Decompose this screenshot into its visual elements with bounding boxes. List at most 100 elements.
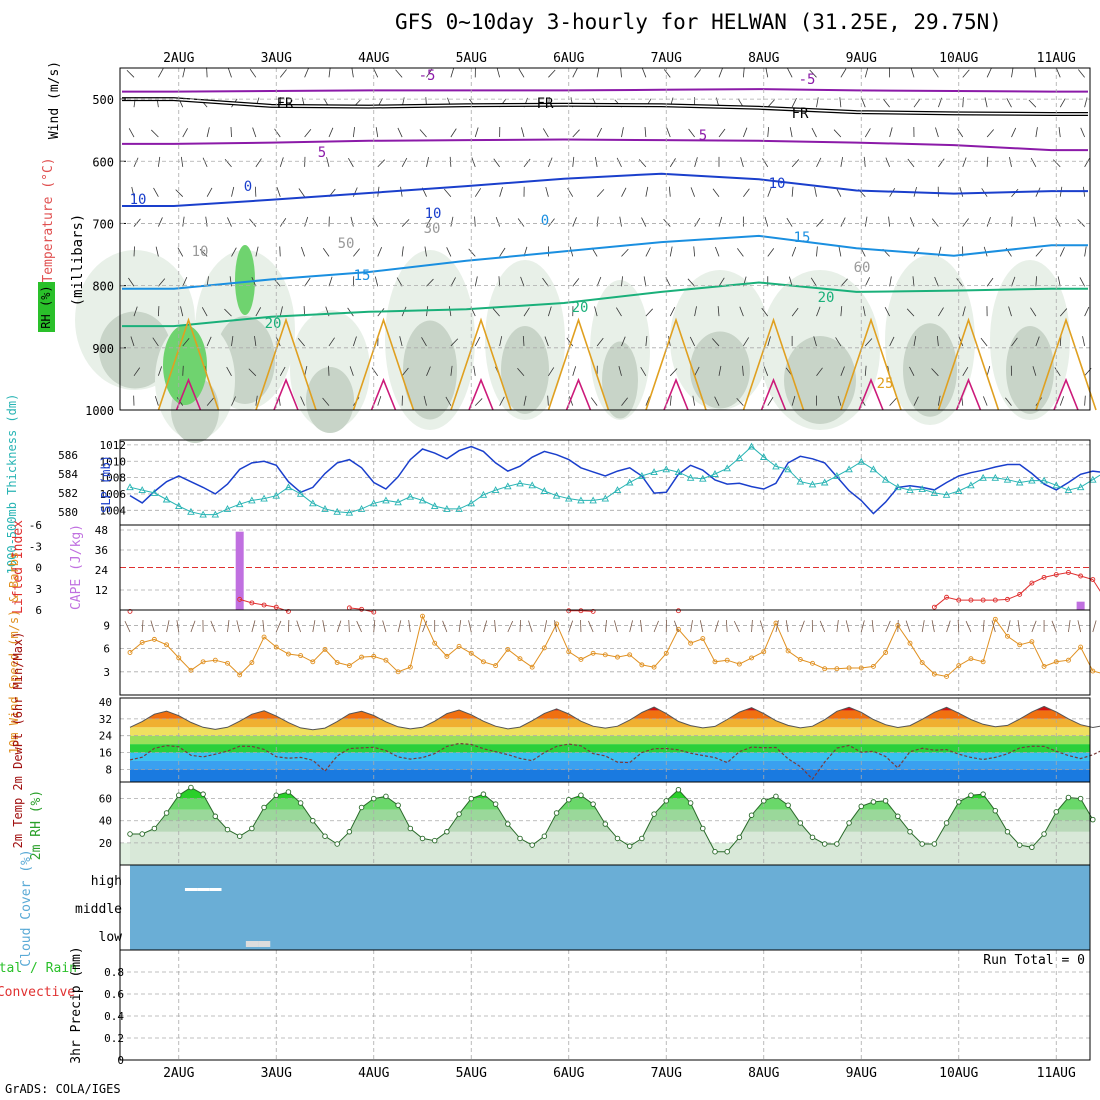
wind-barb [450,365,453,376]
wind-barb [692,395,696,406]
wind-barb [984,97,988,108]
rh2m-point [773,793,779,800]
rh2m-point [285,789,292,795]
wind-barb [231,247,237,257]
wind-barb [229,276,232,287]
contour-label: 10 [425,206,442,222]
wind10-point [1065,657,1071,663]
li-point [249,600,255,606]
wind10-point [907,640,913,646]
chart-title: GFS 0~10day 3-hourly for HELWAN (31.25E,… [395,10,1002,34]
wind10-point [944,674,950,679]
wind-barb [322,397,330,406]
li-tick-label: 6 [35,604,42,617]
wind-barb [1078,69,1085,78]
wind-barb [372,217,379,227]
pressure-tick-label: 1000 [85,404,114,418]
wind10-barb [799,620,805,633]
wind-barb [641,67,647,78]
wind-barb [401,157,408,168]
contour-label: 0 [244,179,252,195]
wind-barb [596,276,602,287]
thickness-point [540,487,549,494]
wind10-point [566,649,572,655]
wind-barb [542,128,549,138]
li-tick-label: 0 [35,562,42,575]
date-label-bottom: 10AUG [939,1066,978,1081]
wind-barb [1079,277,1085,287]
isotherm-30 [565,377,592,411]
thickness-point [942,490,951,498]
wind-barb [499,396,505,406]
wind-barb [377,396,382,406]
wind-barb [864,277,870,287]
thickness-point [187,507,195,515]
wind10-barb [733,620,740,633]
wind-barb [205,216,208,227]
credit-label: GrADS: COLA/IGES [5,1082,121,1096]
wind-barb [663,69,671,78]
wind-barb [353,187,358,197]
thickness-point [430,502,439,510]
wind-barb [694,69,701,78]
wind-barb [1035,336,1040,347]
wind-barb [715,246,720,257]
wind10-barb [251,620,256,633]
rh2m-point [931,841,938,847]
wind-barb [980,337,988,347]
wind10-barb [468,620,472,633]
wind-barb [594,156,598,167]
contour-label: 20 [572,300,589,316]
cloud-level-label: middle [75,902,122,917]
wind-barb [1028,99,1037,108]
isotherm-25 [937,317,1000,411]
wind10-barb [759,620,765,633]
isotherm-line [122,98,1088,115]
wind-barb [621,397,628,406]
wind-barb [596,67,600,78]
wind10-point [846,665,852,671]
wind-barb [373,68,379,78]
wind-barb [226,366,232,376]
wind-barb [202,157,208,168]
temp2m-tick-label: 8 [105,763,112,776]
rh2m-point [553,810,560,816]
thickness-point [601,494,610,502]
wind-barb [737,248,744,257]
rh2m-point [870,799,877,805]
rh2m-point [444,829,450,835]
wind-barb [450,216,454,227]
wind-barb [618,366,622,376]
wind-barb [426,68,433,78]
wind-barb [986,68,992,78]
rh2m-point [566,796,572,803]
rh2m-point [578,792,584,799]
wind10-point [749,655,755,661]
cape-tick-label: 12 [95,584,108,597]
rh2m-point [1090,816,1096,823]
wind-barb [761,307,769,317]
wind-barb [1058,127,1061,138]
wind-barb [1035,276,1037,287]
rh2m-point [614,835,621,842]
wind-barb [399,336,403,347]
rh-shading-mid [403,320,457,420]
wind-barb [718,365,722,376]
isotherm-line [122,281,1088,328]
wind-barb [182,365,184,376]
rh2m-point [236,833,243,839]
pressure-tick-label: 800 [92,280,114,294]
wind-barb [814,186,817,197]
wind-barb [1011,67,1014,78]
rh2m-point [834,841,840,847]
wind10-point [407,664,413,670]
thickness-point [260,494,268,502]
wind-barb [962,69,970,78]
wind-barb [130,336,135,347]
wind-barb [694,217,701,227]
wind-barb [548,69,556,78]
rh2m-point [736,834,743,841]
wind-barb [206,127,210,138]
